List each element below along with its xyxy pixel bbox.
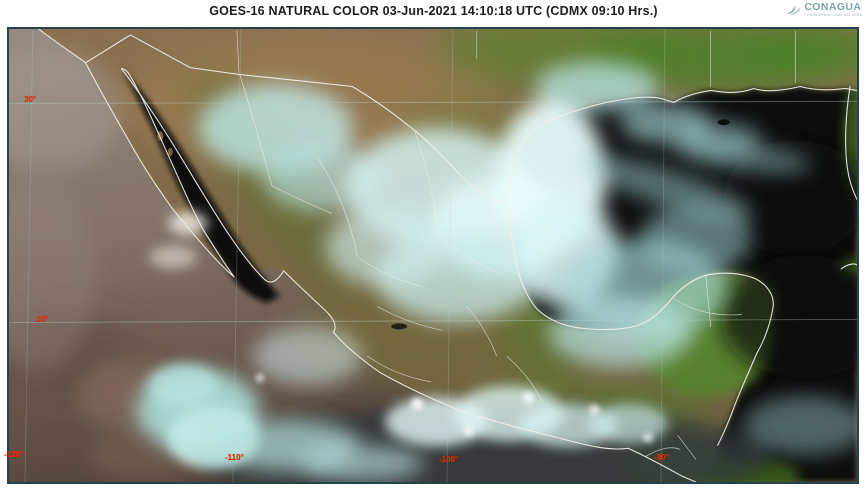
grid-lines <box>9 29 857 482</box>
lake <box>717 119 730 126</box>
satellite-image <box>9 29 857 482</box>
tropical-storm <box>76 358 425 482</box>
clear-gulf-air <box>720 255 857 378</box>
conagua-logo-icon <box>787 5 801 15</box>
conagua-logo-text: CONAGUA COMISIÓN NACIONAL DEL AGUA <box>804 2 862 17</box>
satellite-image-frame <box>7 27 859 484</box>
conagua-logo: CONAGUA COMISIÓN NACIONAL DEL AGUA <box>786 2 862 17</box>
conagua-logo-subtitle: COMISIÓN NACIONAL DEL AGUA <box>804 12 862 17</box>
clouds-layer <box>9 46 857 482</box>
conagua-logo-name: CONAGUA <box>804 1 862 13</box>
coastlines-layer <box>38 29 857 482</box>
lake-chapala <box>391 323 408 330</box>
title-bar: GOES-16 NATURAL COLOR 03-Jun-2021 14:10:… <box>0 0 867 26</box>
gulf-of-california <box>121 68 280 303</box>
gulf-island <box>167 147 173 156</box>
image-title: GOES-16 NATURAL COLOR 03-Jun-2021 14:10:… <box>209 4 658 18</box>
